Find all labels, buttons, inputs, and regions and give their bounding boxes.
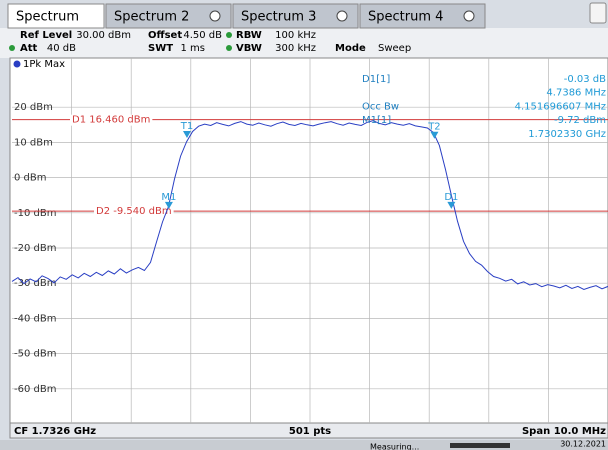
marker-table-name: D1[1] (362, 74, 390, 85)
y-tick-label: -60 dBm (14, 384, 56, 395)
marker (447, 201, 456, 209)
marker (164, 201, 173, 209)
setting-name: SWT (148, 43, 173, 54)
setting-value: 40 dB (47, 43, 76, 54)
coupling-dot (226, 32, 232, 38)
trace (11, 120, 608, 291)
marker-label: D1 (444, 192, 458, 203)
setting-name: VBW (236, 43, 262, 54)
marker (430, 131, 439, 139)
y-tick-label: -50 dBm (14, 349, 56, 360)
coupling-dot (9, 45, 15, 51)
tab-label: Spectrum (16, 10, 79, 25)
y-tick-label: -40 dBm (14, 313, 56, 324)
y-tick-label: 10 dBm (14, 137, 53, 148)
footer-right: Span 10.0 MHz (522, 426, 606, 437)
marker (182, 130, 191, 138)
setting-name: RBW (236, 30, 262, 41)
status-state: Measuring... (370, 443, 419, 450)
marker-table-name: Occ Bw (362, 101, 399, 112)
label-bg (70, 114, 153, 126)
marker-label: T1 (180, 121, 193, 132)
marker-label: T2 (427, 122, 440, 133)
trace-label: 1Pk Max (23, 59, 65, 70)
footer-left: CF 1.7326 GHz (14, 426, 96, 437)
reference-label: D2 -9.540 dBm (96, 206, 172, 217)
y-tick-label: -10 dBm (14, 208, 56, 219)
marker-table-name: M1[1] (362, 115, 391, 126)
tab-label: Spectrum 3 (241, 10, 316, 25)
setting-value: Sweep (378, 43, 411, 54)
marker-table-value: -0.03 dB (564, 74, 606, 85)
setting-value: 4.50 dB (183, 30, 222, 41)
tab-label: Spectrum 4 (368, 10, 443, 25)
setting-value: 100 kHz (275, 30, 316, 41)
footer-bar (9, 422, 608, 439)
y-tick-label: -30 dBm (14, 278, 56, 289)
setting-value: 1 ms (181, 43, 206, 54)
y-tick-label: 0 dBm (14, 173, 47, 184)
status-bar (0, 440, 608, 450)
setting-name: Mode (335, 43, 366, 54)
trace-dot (13, 60, 21, 68)
coupling-dot (226, 45, 232, 51)
marker-table-value: -9.72 dBm (554, 115, 606, 126)
marker-table-value: 4.151696607 MHz (515, 101, 606, 112)
marker-label: M1 (161, 192, 176, 203)
setting-name: Att (20, 43, 38, 54)
status-date: 30.12.2021 (560, 440, 606, 449)
setting-name: Ref Level (20, 30, 72, 41)
tab[interactable] (7, 3, 105, 29)
marker-table-value: 1.7302330 GHz (528, 129, 606, 140)
tab-close[interactable] (463, 10, 475, 22)
tab-close[interactable] (209, 10, 221, 22)
progress-bar (450, 443, 510, 448)
y-tick-label: -20 dBm (14, 243, 56, 254)
label-bg (94, 206, 174, 218)
setting-name: Offset (148, 30, 182, 41)
y-tick-label: 20 dBm (14, 102, 53, 113)
tab-close[interactable] (336, 10, 348, 22)
tab-label: Spectrum 2 (114, 10, 189, 25)
settings-panel (0, 28, 608, 58)
setting-value: 30.00 dBm (76, 30, 131, 41)
menu-icon[interactable] (589, 2, 607, 24)
marker-table-value: 4.7386 MHz (546, 88, 606, 99)
reference-label: D1 16.460 dBm (72, 115, 150, 126)
setting-value: 300 kHz (275, 43, 316, 54)
footer-center: 501 pts (289, 426, 331, 437)
